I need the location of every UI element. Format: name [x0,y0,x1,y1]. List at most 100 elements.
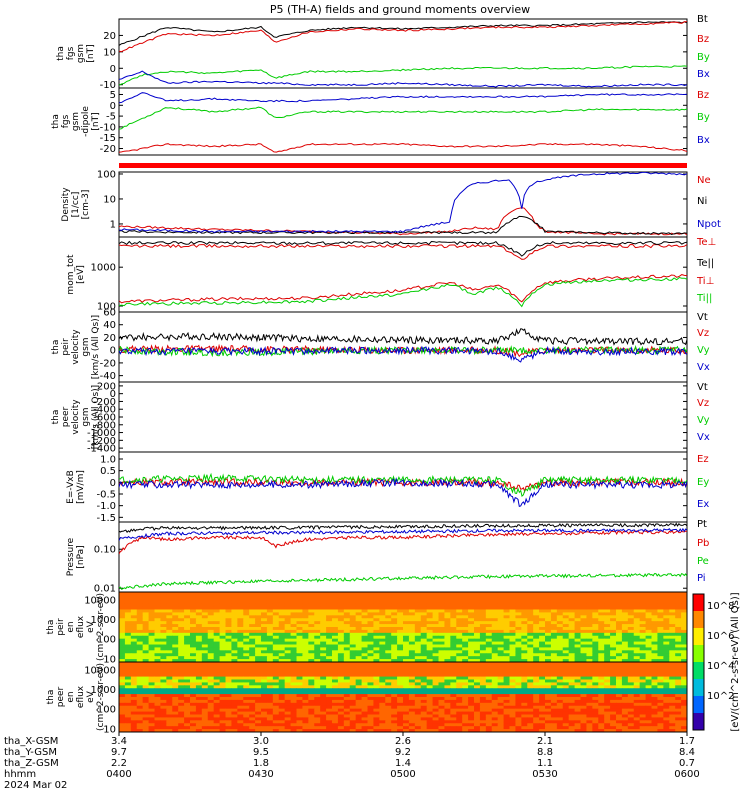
spectro-cell [462,603,469,608]
spectro-cell [136,691,144,695]
spectro-cell [497,615,505,619]
spectro-cell [592,656,599,660]
spectro-cell [533,670,540,675]
spectro-cell [485,714,493,718]
spectro-cell [166,638,173,643]
spectro-cell [349,688,357,692]
spectro-cell [681,615,688,619]
spectro-cell [255,679,262,683]
spectro-cell [539,723,546,727]
spectro-cell [621,720,629,724]
y-tick-label: 10 [103,724,116,735]
spectro-cell [172,694,179,698]
spectro-cell [237,699,244,704]
spectro-cell [503,618,510,622]
spectro-cell [243,708,250,713]
spectro-cell [373,726,380,730]
spectro-cell [462,670,469,675]
spectro-cell [414,723,422,727]
spectro-cell [195,597,203,602]
spectro-cell [391,729,398,733]
y-axis-label: velocity [71,399,81,435]
spectro-cell [178,597,185,602]
spectro-cell [148,670,155,675]
spectro-cell [556,647,564,651]
spectro-cell [361,621,368,625]
spectro-cell [237,697,244,701]
spectro-cell [284,697,292,701]
spectro-cell [207,667,215,672]
spectro-cell [621,632,629,637]
spectro-cell [633,667,641,672]
spectro-cell [148,618,155,622]
spectro-cell [663,717,670,721]
spectro-cell [669,635,676,640]
spectro-cell [574,670,581,675]
spectro-cell [314,656,321,660]
spectro-cell [403,641,410,645]
spectro-cell [420,685,428,689]
spectro-cell [142,644,150,648]
spectro-cell [580,638,587,643]
spectro-cell [326,641,333,645]
spectro-cell [385,694,392,698]
spectro-cell [610,638,617,643]
spectro-cell [438,691,445,695]
spectro-cell [556,679,564,683]
spectro-cell [184,653,191,657]
spectro-cell [361,714,368,718]
spectro-cell [521,720,528,724]
spectro-cell [438,673,445,678]
spectro-cell [385,667,392,672]
spectro-cell [521,618,528,622]
spectro-cell [326,621,333,625]
spectro-cell [160,641,167,645]
spectro-cell [261,632,268,637]
spectro-cell [308,597,315,602]
spectro-cell [320,688,327,692]
spectro-cell [373,650,380,654]
spectro-cell [349,676,357,680]
spectro-cell [515,650,522,654]
spectro-cell [509,612,516,616]
spectro-cell [154,694,161,698]
spectro-cell [296,729,303,733]
spectro-cell [438,682,445,686]
spectro-cell [556,627,564,631]
spectro-cell [154,635,161,640]
spectro-cell [657,600,664,605]
spectro-cell [320,726,327,730]
panel-5: tha peir velocity gsm [km/s (All Qs)]6040200… [51,308,710,383]
spectro-cell [142,632,150,637]
spectro-cell [332,694,339,698]
spectro-cell [361,656,368,660]
spectro-cell [130,702,138,707]
spectro-cell [379,615,386,619]
spectro-cell [355,650,363,654]
legend-entry: Ne [697,175,711,186]
x-row-value: 2.6 [395,736,411,747]
spectro-cell [586,621,593,625]
spectro-cell [124,641,132,645]
y-axis-label: peir [61,338,71,356]
spectro-cell [550,705,558,710]
spectro-cell [367,653,374,657]
spectro-cell [485,697,493,701]
spectro-cell [190,641,197,645]
spectro-cell [462,600,469,605]
spectro-cell [438,720,445,724]
spectro-cell [610,603,617,608]
y-tick-label: 0 [110,346,116,357]
spectro-cell [533,685,540,689]
spectro-cell [332,606,339,610]
spectro-cell [556,708,564,713]
spectro-cell [207,670,215,675]
spectro-cell [681,705,688,710]
spectro-cell [391,615,398,619]
spectro-cell [266,694,274,698]
spectro-cell [213,635,221,640]
spectro-cell [610,673,617,678]
spectro-cell [255,638,262,643]
spectro-cell [645,679,652,683]
spectro-cell [367,609,374,613]
